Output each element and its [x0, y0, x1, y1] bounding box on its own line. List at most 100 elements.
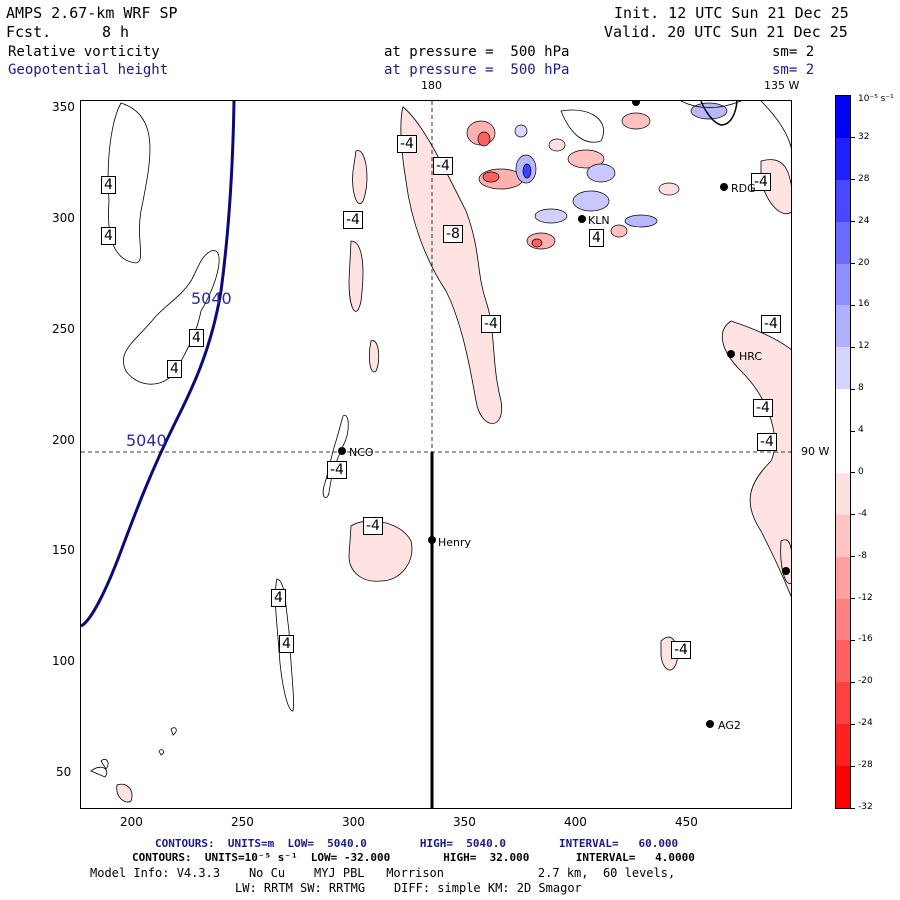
footer-height-contours: CONTOURS: UNITS=m LOW= 5040.0 HIGH= 5040…	[155, 837, 679, 850]
x-tick: 250	[231, 815, 254, 829]
y-tick: 350	[52, 100, 75, 114]
y-tick: 100	[52, 654, 75, 668]
contour-label: 4	[589, 229, 604, 247]
lon-label-90w: 90 W	[801, 445, 830, 458]
x-tick: 200	[120, 815, 143, 829]
vorticity-shade	[400, 106, 503, 424]
colorbar-tick-label: 16	[858, 299, 870, 310]
colorbar-tick	[851, 221, 855, 223]
colorbar-segment	[836, 514, 850, 557]
colorbar-tick	[851, 137, 855, 139]
colorbar-tick	[851, 639, 855, 641]
colorbar-tick	[851, 765, 855, 767]
footer-model-info: Model Info: V4.3.3 No Cu MYJ PBL Morriso…	[90, 866, 676, 880]
colorbar-segment	[836, 598, 850, 641]
colorbar-tick	[851, 472, 855, 474]
coastline	[700, 101, 738, 126]
vorticity-contour	[680, 101, 791, 149]
colorbar-tick-label: -8	[858, 550, 867, 561]
x-tick: 450	[675, 815, 698, 829]
vorticity-contour	[100, 758, 109, 770]
colorbar-tick-label: -28	[858, 760, 873, 771]
y-tick: 150	[52, 543, 75, 557]
colorbar-tick-label: -20	[858, 676, 873, 687]
vorticity-contour	[123, 250, 220, 385]
height-label-5040: 5040	[191, 289, 232, 308]
vorticity-contour	[170, 727, 177, 736]
station-marker	[632, 101, 640, 106]
colorbar-tick	[851, 304, 855, 306]
colorbar	[835, 95, 851, 809]
forecast-label: Fcst.	[6, 23, 52, 41]
colorbar-unit: 10⁻⁵ s⁻¹	[858, 94, 894, 104]
colorbar-tick-label: -12	[858, 592, 873, 603]
contour-label: -4	[761, 315, 781, 333]
height-contour-5040	[81, 101, 236, 628]
colorbar-segment	[836, 724, 850, 767]
contour-label: 4	[101, 176, 116, 194]
vorticity-shade	[352, 150, 368, 204]
colorbar-tick-label: 20	[858, 257, 870, 268]
station-marker	[782, 567, 790, 575]
field1-name: Relative vorticity	[8, 44, 160, 60]
colorbar-segment	[836, 766, 850, 809]
colorbar-segment	[836, 221, 850, 264]
vorticity-contour	[560, 109, 604, 143]
colorbar-tick	[851, 388, 855, 390]
contour-label: 4	[189, 329, 204, 347]
colorbar-segment	[836, 389, 850, 432]
colorbar-tick	[851, 723, 855, 725]
map-svg	[81, 101, 791, 808]
x-tick: 300	[342, 815, 365, 829]
colorbar-tick	[851, 681, 855, 683]
colorbar-tick-label: 32	[858, 131, 870, 142]
height-label-5040: 5040	[126, 431, 167, 450]
footer-vorticity-contours: CONTOURS: UNITS=10⁻⁵ s⁻¹ LOW= -32.000 HI…	[132, 851, 695, 864]
station-marker	[578, 215, 586, 223]
colorbar-tick	[851, 807, 855, 809]
colorbar-tick	[851, 556, 855, 558]
vorticity-shade	[348, 240, 364, 312]
field2-name: Geopotential height	[8, 62, 169, 78]
vorticity-contour	[322, 414, 349, 499]
colorbar-tick-label: 0	[858, 466, 864, 477]
colorbar-tick-label: 8	[858, 383, 864, 394]
y-tick: 300	[52, 211, 75, 225]
field1-level: at pressure = 500 hPa	[384, 44, 570, 60]
station-marker	[428, 536, 436, 544]
contour-label: -4	[671, 641, 691, 659]
vorticity-shade	[116, 783, 133, 803]
vorticity-contour	[90, 766, 108, 778]
colorbar-tick	[851, 179, 855, 181]
init-time: Init. 12 UTC Sun 21 Dec 25	[614, 4, 849, 22]
colorbar-tick-label: -4	[858, 508, 867, 519]
lon-label-135w: 135 W	[764, 79, 800, 92]
colorbar-segment	[836, 682, 850, 725]
station-rdg: RDG	[731, 182, 756, 195]
station-kln: KLN	[588, 214, 610, 227]
station-nco: NCO	[349, 446, 374, 459]
colorbar-segment	[836, 431, 850, 474]
y-tick: 200	[52, 433, 75, 447]
station-marker	[727, 350, 735, 358]
colorbar-segment	[836, 263, 850, 306]
colorbar-tick-label: -32	[858, 802, 873, 812]
colorbar-tick-label: 24	[858, 215, 870, 226]
colorbar-tick-label: 12	[858, 341, 870, 352]
vorticity-contour	[158, 749, 165, 756]
vorticity-shade	[368, 340, 380, 373]
field2-smoothing: sm= 2	[772, 62, 815, 78]
field2-level: at pressure = 500 hPa	[384, 62, 570, 78]
contour-label: -4	[363, 517, 383, 535]
contour-label: -4	[397, 135, 417, 153]
colorbar-segment	[836, 137, 850, 180]
vorticity-shade	[722, 320, 791, 598]
contour-label: -4	[433, 157, 453, 175]
vorticity-shade	[780, 539, 791, 584]
contour-label: 4	[101, 227, 116, 245]
footer-physics-info: LW: RRTM SW: RRTMG DIFF: simple KM: 2D S…	[235, 881, 582, 895]
contour-label: 4	[279, 635, 294, 653]
vorticity-contour	[107, 102, 151, 264]
colorbar-tick	[851, 430, 855, 432]
colorbar-segment	[836, 556, 850, 599]
